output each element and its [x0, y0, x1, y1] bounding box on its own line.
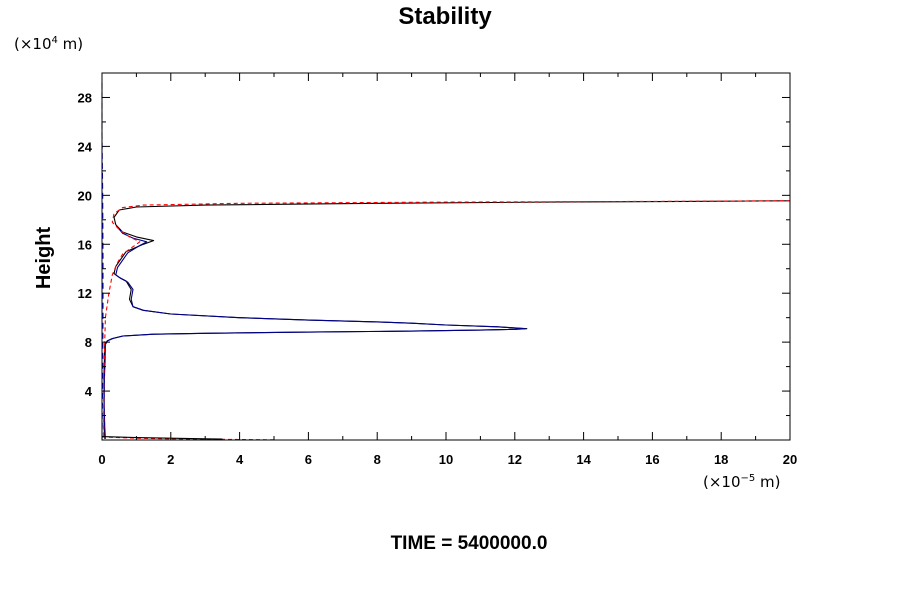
y-tick-label: 8: [85, 335, 92, 350]
y-unit-base: (×10: [14, 35, 52, 53]
x-tick-label: 12: [508, 452, 522, 467]
x-tick-label: 18: [714, 452, 728, 467]
y-tick-label: 20: [78, 188, 92, 203]
x-tick-label: 0: [98, 452, 105, 467]
series-line-2: [103, 226, 526, 439]
series-layer: [101, 79, 791, 441]
x-tick-label: 14: [576, 452, 591, 467]
series-line-6: [101, 436, 223, 440]
y-tick-label: 24: [78, 139, 93, 154]
x-tick-label: 10: [439, 452, 453, 467]
y-tick-label: 28: [78, 90, 92, 105]
x-tick-label: 6: [305, 452, 312, 467]
x-unit-label: (×10−5 m): [703, 473, 781, 491]
plot-frame: [101, 72, 791, 441]
y-tick-label: 16: [78, 237, 92, 252]
x-unit-exp: −5: [741, 473, 756, 484]
y-unit-suffix: m): [58, 35, 83, 53]
x-tick-label: 16: [645, 452, 659, 467]
x-tick-label: 4: [236, 452, 244, 467]
y-tick-label: 12: [78, 286, 92, 301]
y-tick-label: 4: [85, 384, 93, 399]
chart-title: Stability: [398, 3, 492, 30]
x-tick-label: 8: [374, 452, 381, 467]
y-unit-exp: 4: [52, 35, 58, 46]
x-tick-label: 20: [783, 452, 797, 467]
time-footer: TIME = 5400000.0: [391, 533, 548, 554]
series-line-1: [103, 200, 791, 439]
y-axis-title: Height: [33, 227, 55, 290]
series-line-4: [103, 200, 791, 437]
x-unit-suffix: m): [755, 473, 780, 491]
x-tick-label: 2: [167, 452, 174, 467]
x-unit-base: (×10: [703, 473, 741, 491]
y-unit-label: (×104 m): [14, 35, 83, 53]
